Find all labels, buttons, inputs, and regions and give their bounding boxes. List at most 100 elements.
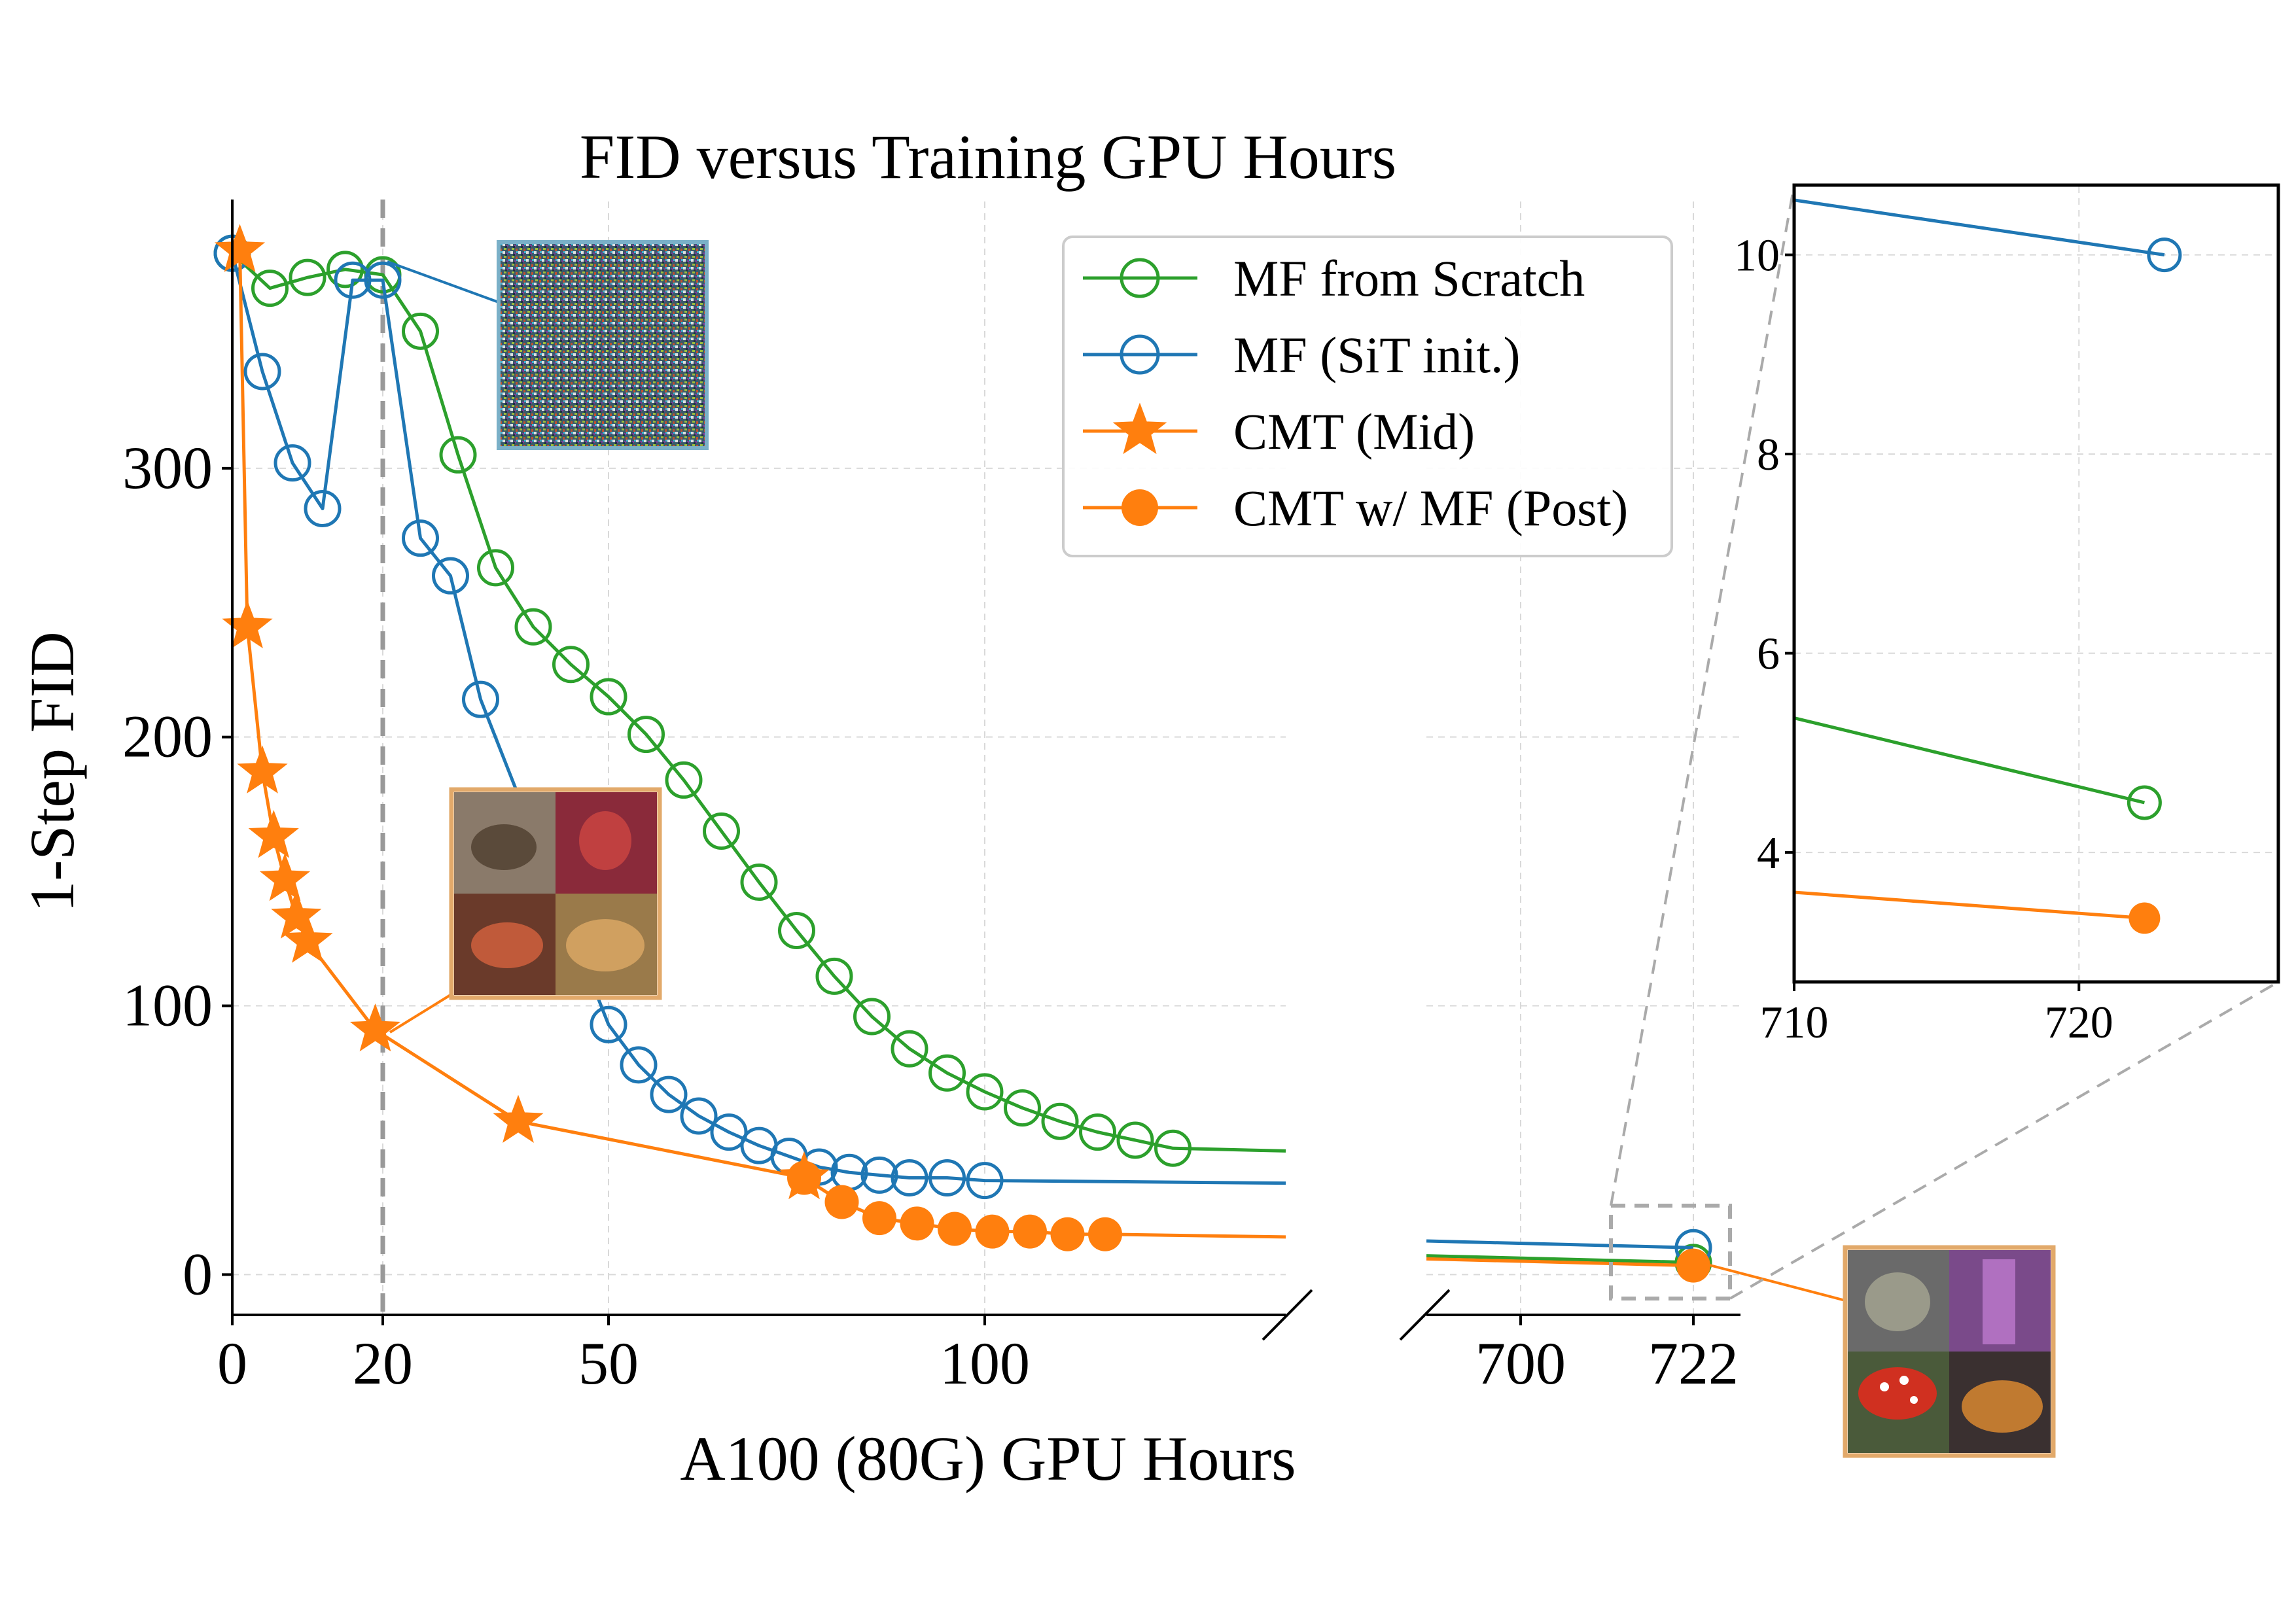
- point-2-7: [349, 1003, 401, 1052]
- point-1-2: [274, 444, 311, 482]
- y-tick-label-0: 0: [183, 1240, 213, 1307]
- point-1-20: [928, 1159, 966, 1196]
- point-0-1: [251, 270, 289, 307]
- point-0-15: [778, 911, 815, 949]
- point-0-19: [928, 1054, 966, 1092]
- point-3-5: [975, 1214, 1010, 1249]
- point-3-2: [862, 1201, 896, 1236]
- point-1-9: [590, 1005, 627, 1043]
- x-tick-label-50: 50: [578, 1330, 639, 1397]
- point-0-10: [590, 678, 627, 716]
- zoom-indicator: [1609, 184, 2280, 1300]
- legend-label-3: CMT w/ MF (Post): [1233, 480, 1628, 536]
- zoom-inset: 4 6 8 10 710 720: [1734, 183, 2280, 1048]
- point-0-13: [703, 812, 740, 850]
- point-2-5: [271, 890, 322, 939]
- point-3-6: [1013, 1214, 1047, 1249]
- point-1-6: [402, 519, 439, 557]
- x-tick-label-100: 100: [940, 1330, 1030, 1397]
- y-tick-label-300: 300: [122, 434, 213, 501]
- point-0-20: [966, 1073, 1004, 1111]
- point-0-16: [815, 957, 853, 995]
- legend-item-2: CMT (Mid): [1083, 402, 1475, 460]
- inset-x-tick-label-720: 720: [2045, 998, 2113, 1048]
- point-1-21: [966, 1162, 1004, 1200]
- point-0-14: [740, 864, 778, 901]
- inset-line-2: [1794, 890, 2145, 920]
- point-0-6: [439, 436, 477, 474]
- legend-item-1: MF (SiT init.): [1083, 326, 1520, 383]
- legend-marker-1: [1120, 334, 1160, 375]
- point-1-11: [650, 1075, 688, 1113]
- point-1-10: [620, 1046, 658, 1084]
- inset-ticks: 4 6 8 10 710 720: [1734, 231, 2113, 1048]
- series-3: [787, 1161, 1710, 1283]
- legend-label-2: CMT (Mid): [1233, 403, 1475, 460]
- ticks-layer: 0 100 200 300 0 20 50 100 700 722: [122, 434, 1739, 1397]
- x-tick-label-722: 722: [1648, 1330, 1739, 1397]
- point-1-8: [462, 680, 499, 718]
- point-0-5: [402, 312, 439, 350]
- series-layer: [213, 224, 1712, 1283]
- y-tick-label-200: 200: [122, 703, 213, 770]
- point-seg2-3-0: [1676, 1248, 1710, 1283]
- post-samples-thumbnail: [1694, 1245, 2056, 1458]
- point-1-5: [364, 261, 402, 299]
- inset-y-tick-label-8: 8: [1757, 430, 1780, 480]
- inset-point-2: [2128, 902, 2161, 934]
- point-1-18: [860, 1156, 898, 1194]
- point-0-12: [665, 761, 703, 799]
- point-0-11: [627, 716, 665, 754]
- point-0-23: [1079, 1113, 1116, 1151]
- point-1-13: [710, 1113, 748, 1151]
- point-2-2: [237, 745, 288, 794]
- inset-series: [1794, 198, 2182, 934]
- point-3-1: [824, 1185, 859, 1219]
- series-line-1: [230, 253, 1286, 1185]
- point-3-7: [1050, 1217, 1085, 1251]
- point-0-3: [327, 251, 364, 288]
- legend-label-0: MF from Scratch: [1233, 250, 1585, 307]
- point-0-9: [552, 646, 590, 684]
- x-axis-label: A100 (80G) GPU Hours: [680, 1423, 1296, 1493]
- inset-point-0: [2147, 237, 2182, 273]
- point-0-21: [1004, 1089, 1041, 1127]
- axes: [231, 200, 1740, 1341]
- inset-y-tick-label-4: 4: [1757, 828, 1780, 879]
- point-2-3: [248, 810, 299, 858]
- inset-line-1: [1794, 716, 2145, 805]
- point-3-8: [1088, 1217, 1122, 1251]
- series-line-2: [238, 251, 805, 1179]
- x-tick-label-0: 0: [217, 1330, 247, 1397]
- point-1-4: [334, 261, 372, 299]
- inset-point-1: [2127, 785, 2162, 820]
- x-tick-label-700: 700: [1475, 1330, 1566, 1397]
- noise-thumbnail: [387, 240, 709, 450]
- point-0-8: [514, 608, 552, 646]
- y-tick-label-100: 100: [122, 972, 213, 1039]
- legend-item-3: CMT w/ MF (Post): [1083, 480, 1628, 536]
- point-2-0: [214, 224, 266, 272]
- legend-label-1: MF (SiT init.): [1233, 326, 1520, 383]
- point-0-18: [891, 1030, 928, 1068]
- point-0-2: [289, 258, 327, 296]
- legend-marker-0: [1120, 258, 1160, 298]
- legend: MF from Scratch MF (SiT init.) CMT (Mid) CM…: [1062, 236, 1673, 557]
- point-0-24: [1116, 1121, 1154, 1159]
- point-2-8: [493, 1094, 544, 1143]
- series-line-seg2-0: [1426, 1254, 1694, 1265]
- legend-item-0: MF from Scratch: [1083, 250, 1585, 307]
- inset-x-tick-label-710: 710: [1760, 998, 1829, 1048]
- x-tick-label-20: 20: [353, 1330, 413, 1397]
- mid-samples-thumbnail: [389, 787, 662, 1034]
- point-3-3: [900, 1206, 934, 1241]
- legend-marker-2: [1112, 402, 1167, 455]
- point-1-7: [432, 557, 469, 595]
- point-0-25: [1154, 1129, 1192, 1167]
- point-3-0: [787, 1161, 821, 1195]
- series-line-3: [803, 1176, 1286, 1239]
- point-2-1: [222, 600, 273, 648]
- point-1-19: [891, 1159, 928, 1196]
- point-0-17: [853, 998, 891, 1036]
